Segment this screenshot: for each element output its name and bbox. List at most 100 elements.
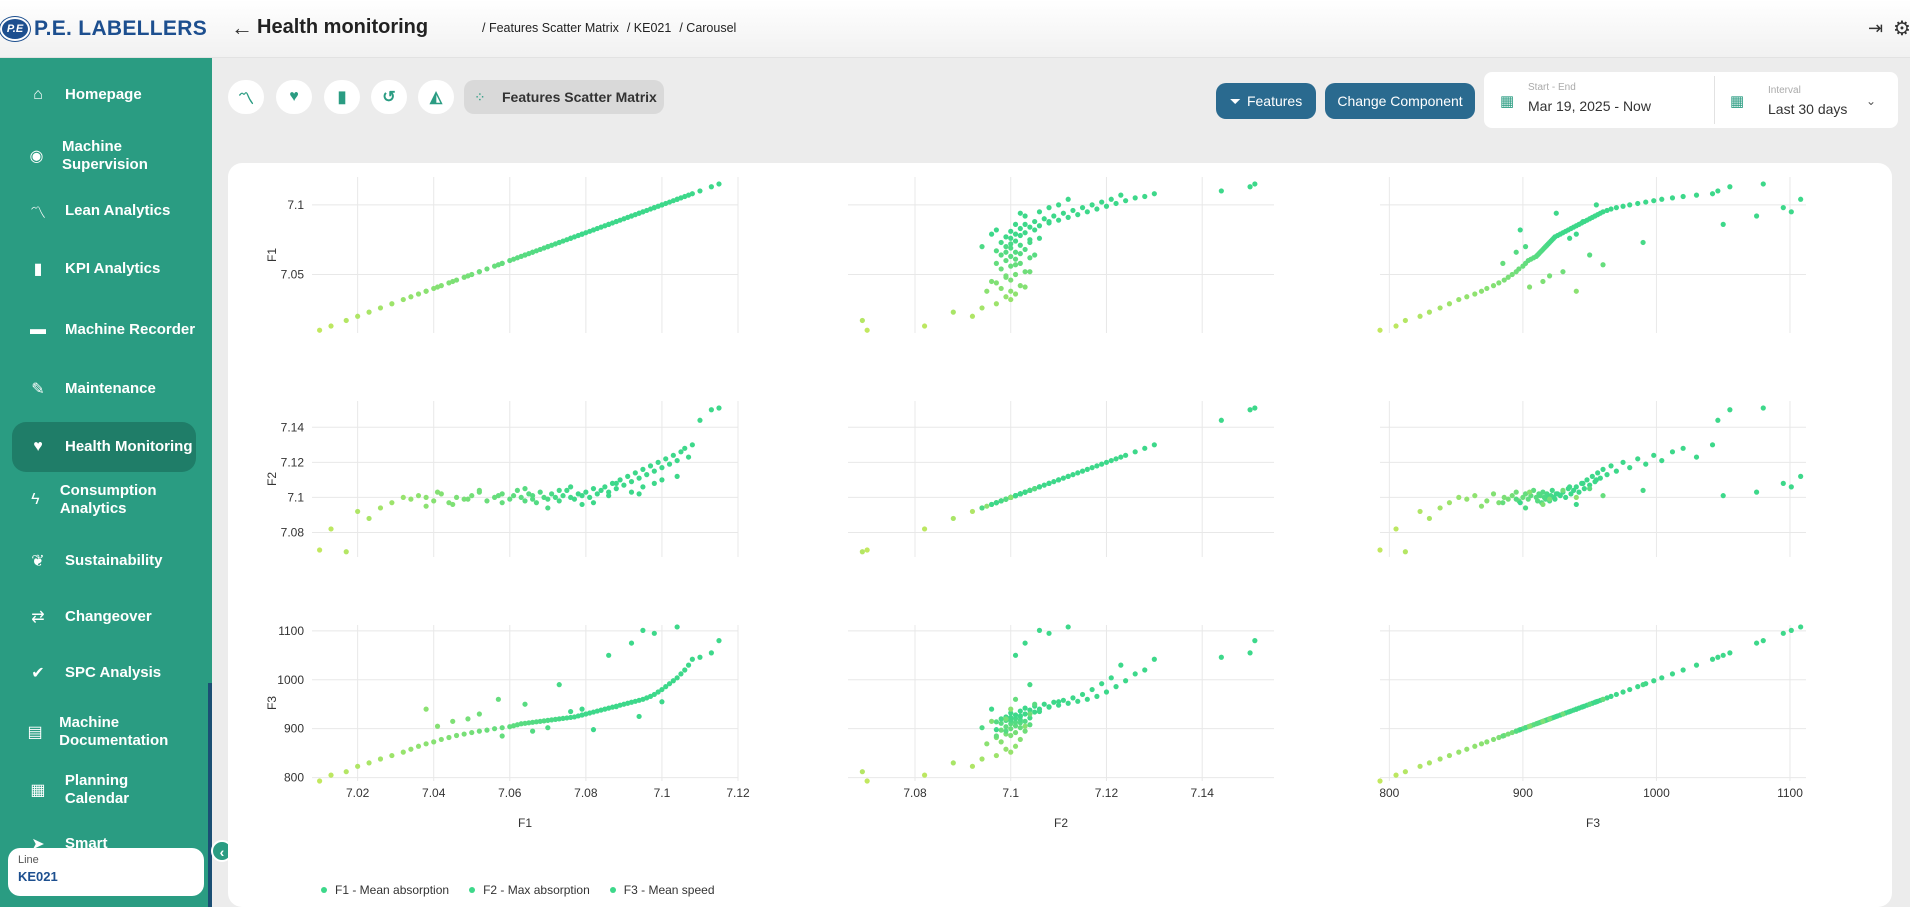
data-point	[510, 493, 517, 499]
features-label: Features	[1246, 93, 1303, 109]
data-point	[476, 487, 482, 493]
data-point	[1651, 452, 1657, 458]
legend-item-f2[interactable]: F2 - Max absorption	[469, 883, 590, 897]
data-point	[1659, 196, 1665, 202]
data-point	[1693, 454, 1700, 460]
data-point	[590, 500, 597, 506]
data-point	[1522, 725, 1529, 731]
data-point	[415, 743, 422, 749]
data-point	[1593, 699, 1599, 705]
data-point	[1108, 675, 1114, 681]
breadcrumb-item-line[interactable]: / KE021	[626, 21, 672, 35]
data-point	[1484, 739, 1490, 745]
data-point	[1017, 225, 1023, 232]
legend-dot	[609, 887, 616, 893]
arrow-left-icon[interactable]: ←	[231, 15, 253, 40]
company-logo[interactable]: P.E P.E. LABELLERS	[0, 14, 207, 44]
data-point	[1003, 257, 1009, 264]
line-selector[interactable]: Line KE021	[8, 848, 204, 896]
data-point	[1017, 491, 1023, 497]
data-point	[507, 496, 513, 502]
data-point	[1560, 711, 1566, 717]
interval-select[interactable]: Last 30 days	[1768, 101, 1848, 117]
sidebar-item-sustainability[interactable]: ❦ Sustainability	[12, 546, 196, 576]
sidebar-item-label: Lean Analytics	[65, 202, 171, 219]
data-point	[1501, 494, 1507, 501]
data-point	[670, 678, 676, 684]
data-point	[590, 727, 597, 733]
x-tick-label: 1100	[1777, 786, 1803, 800]
sidebar-item-consumption-analytics[interactable]: ϟ Consumption Analytics	[12, 480, 196, 520]
data-point	[564, 487, 570, 493]
logout-icon[interactable]: ⇥	[1868, 18, 1884, 38]
collapse-sidebar-button[interactable]: ‹	[211, 840, 233, 862]
data-point	[651, 480, 657, 486]
data-point	[1022, 489, 1028, 495]
data-point	[979, 725, 985, 731]
data-point	[666, 461, 673, 467]
legend-item-f1[interactable]: F1 - Mean absorption	[321, 883, 449, 897]
tab-health[interactable]: ♥	[276, 80, 312, 114]
features-button[interactable]: ⏷ Features	[1216, 83, 1316, 119]
data-point	[1600, 262, 1606, 268]
data-point	[628, 489, 635, 495]
y-tick-label: 7.1	[287, 490, 304, 504]
breadcrumb-item-component[interactable]: / Carousel	[679, 21, 737, 35]
data-point	[1437, 756, 1443, 762]
data-point	[1505, 496, 1511, 502]
data-point	[988, 706, 995, 712]
heart-pulse-icon: ♥	[33, 438, 43, 455]
data-point	[579, 706, 585, 712]
change-component-button[interactable]: Change Component	[1325, 83, 1475, 119]
tab-bars[interactable]: ▮	[324, 80, 360, 114]
sidebar-item-machine-documentation[interactable]: ▤ Machine Documentation	[12, 712, 196, 752]
sidebar-item-machine-recorder[interactable]: ▬ Machine Recorder	[12, 310, 196, 350]
data-point	[1070, 472, 1076, 478]
data-point	[1252, 405, 1258, 411]
data-point	[343, 549, 349, 555]
data-point	[1065, 700, 1071, 706]
breadcrumb-item-scatter-matrix[interactable]: / Features Scatter Matrix	[482, 21, 619, 35]
tab-trend[interactable]: 〽	[228, 80, 264, 114]
tab-area[interactable]: ◭	[418, 80, 454, 114]
sidebar-item-spc-analysis[interactable]: ✔ SPC Analysis	[12, 658, 196, 688]
data-point	[864, 327, 870, 333]
data-point	[1142, 667, 1148, 673]
sidebar-scrollbar[interactable]	[208, 683, 212, 907]
data-point	[632, 470, 638, 476]
data-point	[1017, 283, 1023, 289]
data-point	[1070, 207, 1076, 214]
data-point	[1546, 496, 1553, 502]
eye-icon: ◉	[29, 148, 44, 165]
legend-item-f3[interactable]: F3 - Mean speed	[609, 883, 715, 897]
sidebar-item-health-monitoring[interactable]: ♥ Health Monitoring	[12, 422, 196, 472]
gear-icon[interactable]: ⚙	[1893, 18, 1910, 40]
tab-history[interactable]: ↺	[371, 80, 407, 114]
data-point	[1027, 255, 1033, 261]
chevron-down-icon[interactable]: ⌄	[1866, 94, 1877, 108]
sidebar-item-homepage[interactable]: ⌂ Homepage	[12, 80, 196, 110]
data-point	[1027, 715, 1033, 721]
data-point	[1027, 722, 1033, 728]
data-point	[1084, 696, 1090, 702]
data-point	[484, 266, 490, 272]
sidebar-item-machine-supervision[interactable]: ◉ Machine Supervision	[12, 136, 196, 176]
data-point	[859, 769, 865, 775]
x-tick-label: 7.12	[726, 786, 750, 800]
data-point	[579, 501, 585, 508]
sidebar-item-lean-analytics[interactable]: 〽 Lean Analytics	[12, 196, 196, 226]
data-point	[1505, 731, 1511, 737]
tab-features-scatter-matrix[interactable]: ⁘ Features Scatter Matrix	[464, 80, 664, 114]
swap-icon: ⇄	[31, 609, 45, 626]
date-range-field[interactable]: Mar 19, 2025 - Now	[1528, 98, 1651, 114]
data-point	[1008, 241, 1014, 247]
sidebar-item-planning-calendar[interactable]: ▦ Planning Calendar	[12, 770, 196, 810]
sidebar-item-changeover[interactable]: ⇄ Changeover	[12, 602, 196, 632]
data-point	[689, 656, 695, 662]
sidebar-item-kpi-analytics[interactable]: ▮ KPI Analytics	[12, 254, 196, 284]
data-point	[1022, 728, 1028, 734]
data-point	[453, 494, 460, 501]
sidebar-item-maintenance[interactable]: ✎ Maintenance	[12, 374, 196, 404]
data-point	[1008, 228, 1014, 234]
data-point	[495, 493, 501, 499]
